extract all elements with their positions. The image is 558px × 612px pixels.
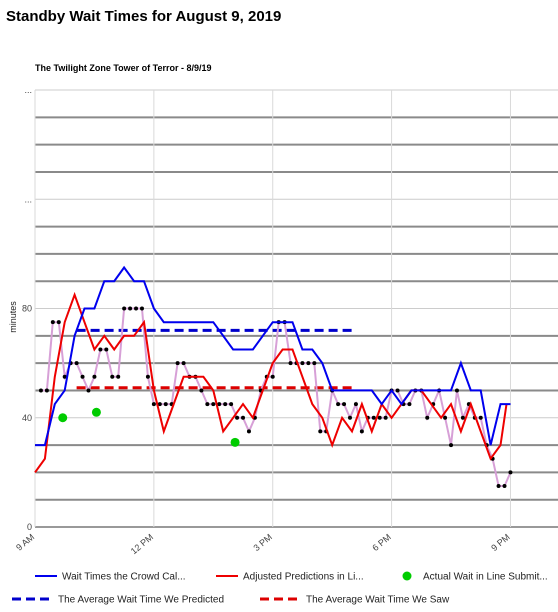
posted-wait-point [270, 374, 275, 379]
posted-wait-point [347, 415, 352, 420]
posted-wait-point [205, 402, 210, 407]
legend-adjusted-predictions-label: Adjusted Predictions in Li... [243, 572, 364, 583]
posted-wait-point [145, 374, 150, 379]
posted-wait-point [449, 443, 454, 448]
legend-average-saw-label: The Average Wait Time We Saw [306, 595, 450, 606]
posted-wait-point [116, 374, 121, 379]
series-layer [34, 265, 513, 489]
posted-wait-point [44, 388, 49, 393]
actual-wait-point [58, 413, 68, 423]
grid-layer [35, 89, 558, 528]
posted-wait-point [508, 470, 513, 475]
posted-wait-point [139, 306, 144, 311]
posted-wait-point [425, 415, 430, 420]
posted-wait-point [460, 415, 465, 420]
posted-wait-point [241, 415, 246, 420]
x-tick-label: 9 PM [489, 532, 512, 553]
legend-average-saw[interactable]: The Average Wait Time We Saw [260, 595, 450, 606]
posted-wait-point [235, 415, 240, 420]
posted-wait-point [211, 402, 216, 407]
posted-wait-point [175, 361, 180, 366]
x-tick-label: 12 PM [129, 532, 155, 556]
posted-wait-point [38, 388, 43, 393]
posted-wait-point [395, 388, 400, 393]
posted-wait-point [377, 415, 382, 420]
posted-wait-point [383, 415, 388, 420]
posted-wait-point [306, 361, 311, 366]
adjusted-predictions-line [34, 291, 508, 473]
posted-wait-point [110, 374, 115, 379]
posted-wait-point [199, 388, 204, 393]
legend-actual-wait-swatch [402, 571, 412, 581]
posted-wait-point [157, 402, 162, 407]
x-tick-label: 6 PM [370, 532, 393, 553]
posted-wait-point [56, 320, 61, 325]
posted-wait-point [443, 415, 448, 420]
posted-wait-point [496, 484, 501, 489]
posted-wait-point [151, 402, 156, 407]
chart-title: The Twilight Zone Tower of Terror - 8/9/… [35, 63, 212, 73]
posted-wait-point [478, 415, 483, 420]
reference-lines-layer [76, 328, 354, 390]
posted-wait-point [353, 402, 358, 407]
posted-wait-point [92, 374, 97, 379]
posted-wait-point [454, 388, 459, 393]
posted-wait-point [217, 402, 222, 407]
posted-wait-point [104, 347, 109, 352]
page-heading: Standby Wait Times for August 9, 2019 [6, 8, 282, 25]
posted-wait-point [74, 361, 79, 366]
y-axis-label: minutes [8, 301, 18, 333]
x-tick-label: 9 AM [14, 532, 36, 553]
posted-wait-point [359, 429, 364, 434]
posted-wait-point [246, 429, 251, 434]
posted-wait-point [134, 306, 139, 311]
y-tick-label: 0 [27, 522, 32, 532]
posted-wait-point [407, 402, 412, 407]
crowd-calendar-line [35, 265, 511, 447]
posted-wait-point [342, 402, 347, 407]
posted-wait-point [128, 306, 133, 311]
posted-wait-point [80, 374, 85, 379]
posted-wait-point [50, 320, 55, 325]
posted-wait-point [318, 429, 323, 434]
legend-actual-wait-label: Actual Wait in Line Submit... [423, 572, 548, 583]
y-tick-label: 80 [22, 304, 32, 314]
posted-wait-point [288, 361, 293, 366]
y-tick-label: ... [24, 85, 32, 95]
legend-average-predicted-label: The Average Wait Time We Predicted [58, 595, 224, 606]
y-tick-label: 40 [22, 413, 32, 423]
posted-wait-point [336, 402, 341, 407]
posted-wait-point [98, 347, 103, 352]
posted-wait-point [300, 361, 305, 366]
legend-crowd-calendar-label: Wait Times the Crowd Cal... [62, 572, 186, 583]
posted-wait-point [122, 306, 127, 311]
actual-wait-point [230, 437, 240, 447]
x-tick-label: 3 PM [251, 532, 274, 553]
posted-wait-point [502, 484, 507, 489]
actual-wait-point [91, 407, 101, 417]
posted-wait-point [223, 402, 228, 407]
legend[interactable]: Wait Times the Crowd Cal... Adjusted Pred… [12, 571, 548, 606]
legend-adjusted-predictions[interactable]: Adjusted Predictions in Li... [216, 572, 364, 583]
posted-wait-point [86, 388, 91, 393]
posted-wait-point [62, 374, 67, 379]
legend-actual-wait[interactable]: Actual Wait in Line Submit... [402, 571, 548, 583]
axis-layer: 0 40 80...... 9 AM 12 PM 3 PM 6 PM 9 PM [14, 85, 512, 556]
posted-wait-point [163, 402, 168, 407]
posted-wait-point [181, 361, 186, 366]
legend-crowd-calendar[interactable]: Wait Times the Crowd Cal... [35, 572, 186, 583]
legend-average-predicted[interactable]: The Average Wait Time We Predicted [12, 595, 224, 606]
y-tick-label: ... [24, 194, 32, 204]
posted-wait-point [371, 415, 376, 420]
posted-wait-point [229, 402, 234, 407]
posted-wait-point [312, 361, 317, 366]
